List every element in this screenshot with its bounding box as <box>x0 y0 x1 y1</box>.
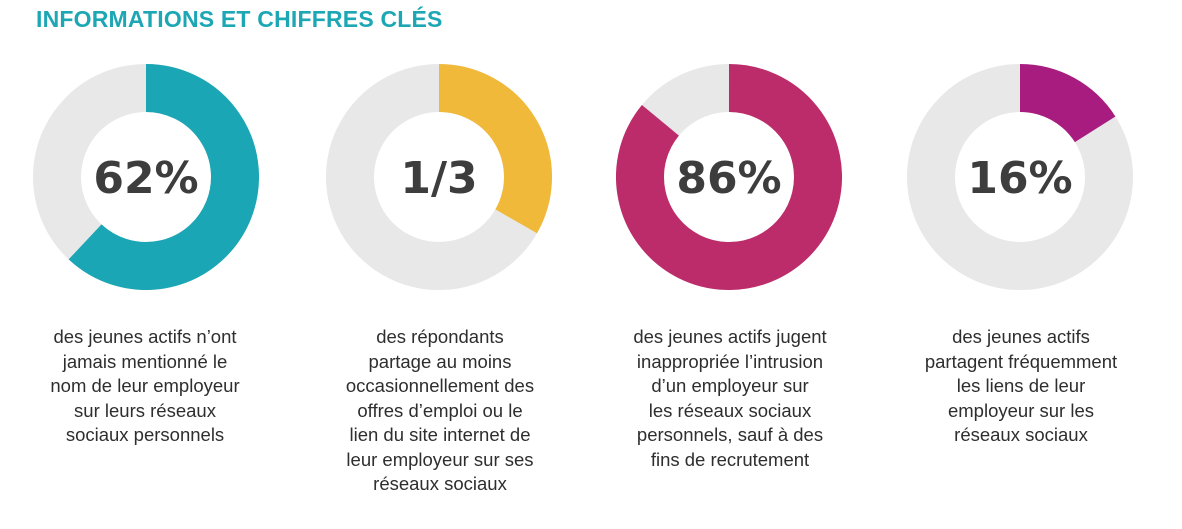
caption-line: d’un employeur sur <box>651 375 809 396</box>
donut-value-label: 16% <box>967 153 1072 204</box>
donut-chart: 1/3 <box>326 64 552 290</box>
stat-caption: des jeunes actifs partagent fréquemment le… <box>876 325 1166 448</box>
donut-value-slice <box>1019 64 1116 143</box>
caption-line: personnels, sauf à des <box>636 424 824 445</box>
caption-line: lien du site internet de <box>349 424 531 445</box>
donut-value-slice <box>438 64 552 234</box>
donut-svg: 62% <box>33 64 259 290</box>
caption-line: des jeunes actifs <box>952 326 1090 347</box>
caption-line: partagent fréquemment <box>924 350 1118 372</box>
caption-line: fins de recrutement <box>650 448 810 470</box>
caption-line: offres d’emploi ou le <box>357 399 523 421</box>
page-title: INFORMATIONS ET CHIFFRES CLÉS <box>36 6 443 32</box>
caption-line: sur leurs réseaux <box>74 399 216 421</box>
donut-value-slice <box>68 64 259 290</box>
caption-line: occasionnellement des <box>345 375 535 396</box>
donut-svg: 86% <box>616 64 842 290</box>
donut-value-label: 86% <box>676 153 781 204</box>
stat-caption: des jeunes actifs n’ont jamais mentionné … <box>0 325 290 448</box>
stat-caption: des jeunes actifs jugent inappropriée l’i… <box>585 325 875 472</box>
caption-line: partage au moins <box>368 350 512 372</box>
donut-chart: 16% <box>907 64 1133 290</box>
donut-value-label: 62% <box>93 153 198 204</box>
donut-svg: 16% <box>907 64 1133 290</box>
caption-line: réseaux sociaux <box>373 473 507 494</box>
caption-line: les réseaux sociaux <box>648 399 812 421</box>
caption-line: employeur sur les <box>947 399 1094 421</box>
caption-line: des répondants <box>376 326 504 347</box>
caption-line: réseaux sociaux <box>954 424 1088 445</box>
stat-caption: des répondants partage au moins occasionne… <box>295 325 585 497</box>
donut-value-label: 1/3 <box>400 153 477 204</box>
caption-line: les liens de leur <box>956 375 1086 396</box>
donut-chart: 86% <box>616 64 842 290</box>
caption-line: inappropriée l’intrusion <box>636 350 824 372</box>
caption-line: des jeunes actifs jugent <box>633 326 827 347</box>
stat-card-employer-intrusion-inappropriate: 86% des jeunes actifs jugent inappropriée… <box>585 64 875 524</box>
caption-line: sociaux personnels <box>65 424 225 445</box>
donut-value-slice <box>616 64 842 290</box>
caption-line: leur employeur sur ses <box>346 448 534 470</box>
caption-line: nom de leur employeur <box>50 375 240 396</box>
caption-line: jamais mentionné le <box>62 350 228 372</box>
caption-line: des jeunes actifs n’ont <box>53 326 237 347</box>
donut-chart: 62% <box>33 64 259 290</box>
stat-card-share-job-offers: 1/3 des répondants partage au moins occasi… <box>295 64 585 524</box>
donut-svg: 1/3 <box>326 64 552 290</box>
stat-card-young-never-mention-employer: 62% des jeunes actifs n’ont jamais mentio… <box>0 64 290 524</box>
stat-card-frequently-share-employer-links: 16% des jeunes actifs partagent fréquemme… <box>876 64 1166 524</box>
